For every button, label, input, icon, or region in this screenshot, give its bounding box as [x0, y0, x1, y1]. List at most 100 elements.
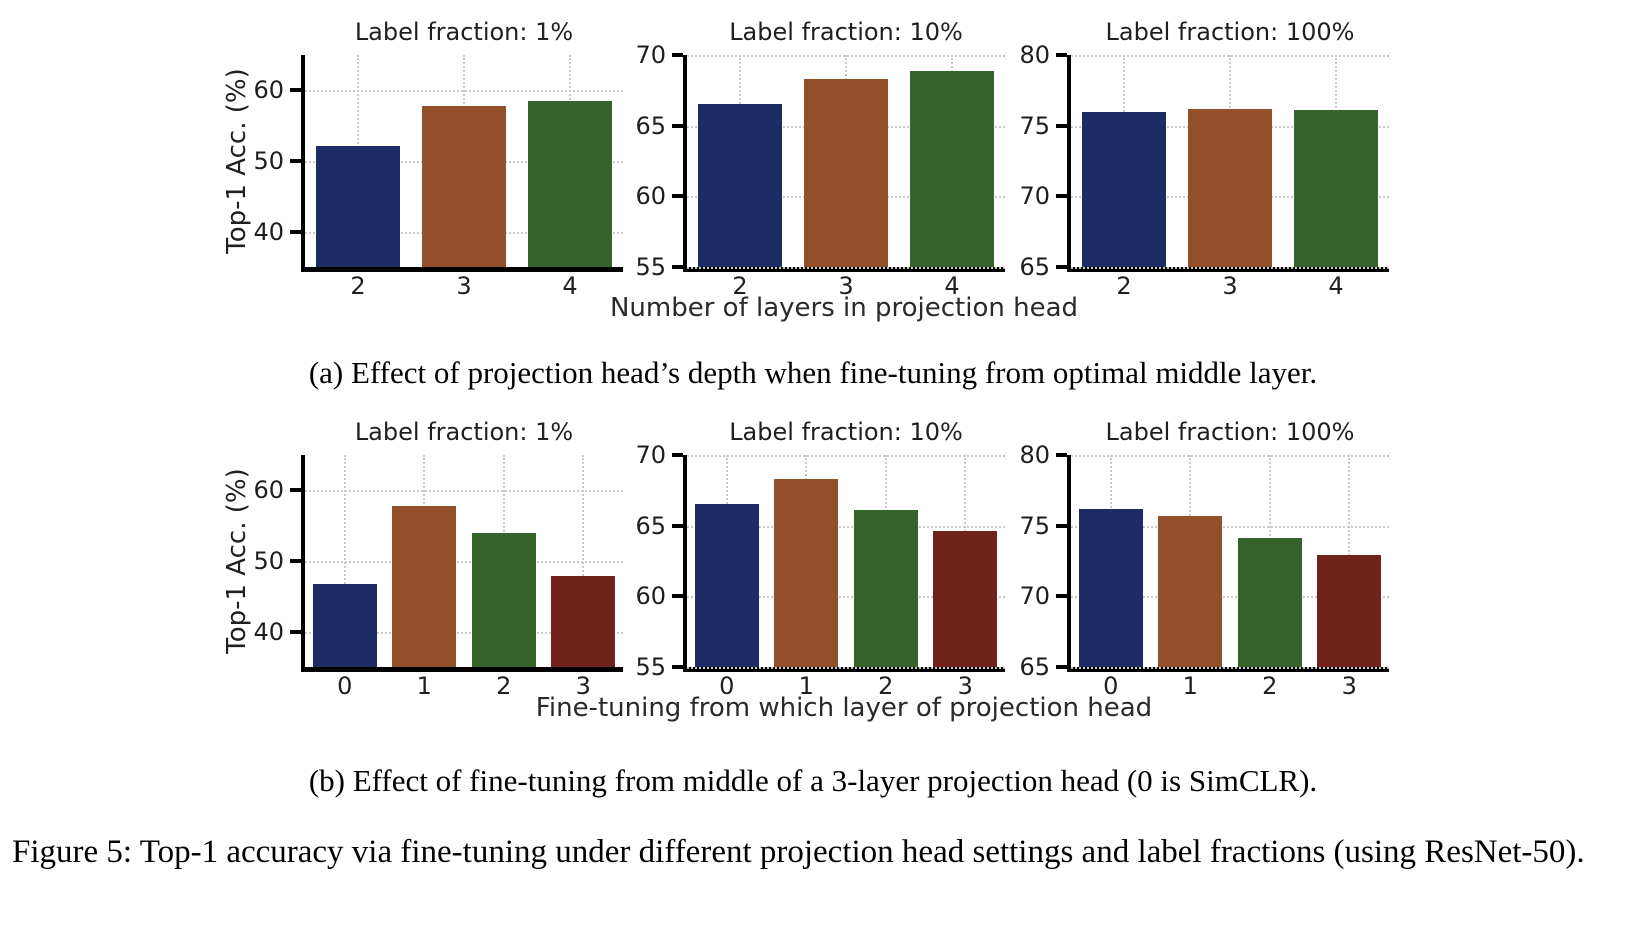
bar-chart-b-label-fraction-100pct: Label fraction: 100% 65 70 75 80 0 1 2 3 — [1019, 418, 1389, 700]
x-tick-label: 4 — [1328, 272, 1344, 300]
x-tick-label: 2 — [350, 272, 366, 300]
bar — [1081, 111, 1167, 267]
x-axis-label-panel-b: Fine-tuning from which layer of projecti… — [535, 693, 1153, 723]
bar-chart-b-label-fraction-10pct: Label fraction: 10% 55 60 65 70 0 1 2 3 — [635, 418, 1005, 700]
y-tick-label: 55 — [635, 253, 666, 281]
y-tick-mark — [290, 559, 301, 563]
gridline-horizontal — [305, 631, 623, 634]
gridline-horizontal — [687, 267, 1005, 269]
bar — [909, 70, 995, 267]
gridline-horizontal — [687, 455, 1005, 457]
x-tick-label: 3 — [957, 672, 973, 700]
subcaption-b: (b) Effect of fine-tuning from middle of… — [308, 763, 1318, 798]
y-tick-mark — [672, 523, 683, 528]
y-tick-label: 60 — [635, 182, 666, 211]
y-tick-mark — [672, 194, 683, 199]
gridline-horizontal — [687, 525, 1005, 528]
y-tick-mark — [1056, 53, 1067, 57]
bar — [1317, 555, 1382, 667]
x-tick-label: 3 — [1222, 272, 1238, 300]
y-tick-mark — [290, 629, 301, 634]
y-tick-mark — [1056, 453, 1067, 457]
y-tick-mark — [1056, 523, 1067, 528]
x-tick-label: 2 — [496, 672, 512, 700]
bar — [853, 510, 918, 667]
gridline-horizontal — [1071, 267, 1389, 269]
x-tick-label: 2 — [732, 272, 748, 300]
x-tick-label: 3 — [1341, 672, 1357, 700]
y-tick-mark — [672, 123, 683, 128]
bar — [527, 100, 613, 267]
gridline-horizontal — [1071, 596, 1389, 599]
y-tick-label: 70 — [1019, 582, 1050, 611]
chart-title: Label fraction: 1% — [354, 418, 574, 446]
x-tick-label: 3 — [456, 272, 472, 300]
gridline-horizontal — [1071, 455, 1389, 457]
x-tick-label: 3 — [575, 672, 591, 700]
chart-title: Label fraction: 10% — [729, 18, 963, 46]
y-tick-mark — [1056, 594, 1067, 599]
bar-chart-b-label-fraction-1pct: Label fraction: 1% 40 50 60 0 1 2 3 — [253, 418, 623, 700]
y-tick-label: 60 — [253, 76, 284, 105]
y-tick-label: 80 — [1019, 41, 1050, 69]
x-tick-label: 2 — [1116, 272, 1132, 300]
x-tick-label: 0 — [337, 672, 353, 700]
bar — [551, 575, 616, 667]
y-tick-mark — [672, 594, 683, 599]
x-tick-label: 0 — [719, 672, 735, 700]
y-tick-mark — [1056, 123, 1067, 128]
y-tick-label: 60 — [253, 476, 284, 505]
y-tick-label: 65 — [1019, 253, 1050, 281]
x-tick-label: 2 — [1262, 672, 1278, 700]
bar — [421, 105, 507, 267]
y-tick-label: 65 — [1019, 653, 1050, 681]
gridline-vertical — [582, 455, 585, 667]
bar — [933, 531, 998, 667]
chart-title: Label fraction: 1% — [354, 18, 574, 46]
bar-chart-a-label-fraction-10pct: Label fraction: 10% 55 60 65 70 2 3 4 — [635, 18, 1005, 300]
x-tick-label: 4 — [562, 272, 578, 300]
y-tick-mark — [290, 229, 301, 234]
y-tick-mark — [290, 159, 301, 163]
x-tick-label: 3 — [838, 272, 854, 300]
y-tick-label: 65 — [635, 111, 666, 140]
y-tick-mark — [672, 265, 683, 269]
bar — [312, 583, 377, 667]
y-tick-mark — [672, 453, 683, 457]
y-tick-mark — [290, 88, 301, 93]
x-tick-label: 1 — [416, 672, 432, 700]
y-tick-label: 40 — [253, 617, 284, 646]
subcaption-a: (a) Effect of projection head’s depth wh… — [308, 355, 1318, 390]
x-tick-label: 1 — [798, 672, 814, 700]
y-tick-mark — [290, 488, 301, 493]
y-tick-label: 75 — [1019, 511, 1050, 540]
y-tick-label: 70 — [635, 41, 666, 69]
y-tick-label: 50 — [253, 147, 284, 175]
x-axis-label-panel-a: Number of layers in projection head — [609, 293, 1079, 323]
bar — [694, 504, 759, 667]
x-tick-label: 2 — [878, 672, 894, 700]
gridline-horizontal — [1071, 667, 1389, 669]
y-tick-label: 80 — [1019, 441, 1050, 469]
gridline-horizontal — [1071, 525, 1389, 528]
chart-title: Label fraction: 100% — [1105, 18, 1355, 46]
bar — [471, 533, 536, 667]
x-tick-label: 0 — [1103, 672, 1119, 700]
x-tick-label: 1 — [1182, 672, 1198, 700]
y-tick-mark — [1056, 665, 1067, 669]
gridline-horizontal — [687, 596, 1005, 599]
y-tick-mark — [672, 53, 683, 57]
bar — [1078, 508, 1143, 667]
gridline-horizontal — [305, 490, 623, 493]
y-tick-mark — [1056, 194, 1067, 199]
x-tick-label: 4 — [944, 272, 960, 300]
gridline-horizontal — [687, 667, 1005, 669]
gridline-vertical — [343, 455, 346, 667]
gridline-horizontal — [305, 561, 623, 563]
bar — [697, 104, 783, 267]
y-tick-label: 55 — [635, 653, 666, 681]
figure-caption: Figure 5: Top-1 accuracy via fine-tuning… — [12, 834, 1585, 870]
bar — [1237, 538, 1302, 667]
y-tick-label: 50 — [253, 547, 284, 575]
